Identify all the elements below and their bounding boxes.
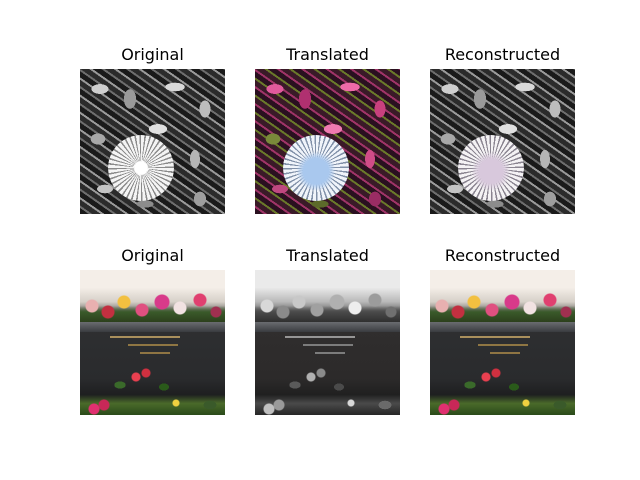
panel-title: Original (80, 45, 225, 64)
panel-row1-reconstructed: Reconstructed (430, 69, 575, 214)
dandelion-translated-image (255, 69, 400, 214)
panel-title: Translated (255, 45, 400, 64)
grave-translated-image (255, 270, 400, 415)
panel-title: Reconstructed (430, 45, 575, 64)
grave-reconstructed-image (430, 270, 575, 415)
panel-row1-original: Original (80, 69, 225, 214)
dandelion-reconstructed-image (430, 69, 575, 214)
panel-row2-original: Original (80, 270, 225, 415)
grave-original-image (80, 270, 225, 415)
panel-row1-translated: Translated (255, 69, 400, 214)
panel-row2-reconstructed: Reconstructed (430, 270, 575, 415)
dandelion-original-image (80, 69, 225, 214)
panel-title: Translated (255, 246, 400, 265)
panel-title: Reconstructed (430, 246, 575, 265)
panel-title: Original (80, 246, 225, 265)
panel-row2-translated: Translated (255, 270, 400, 415)
